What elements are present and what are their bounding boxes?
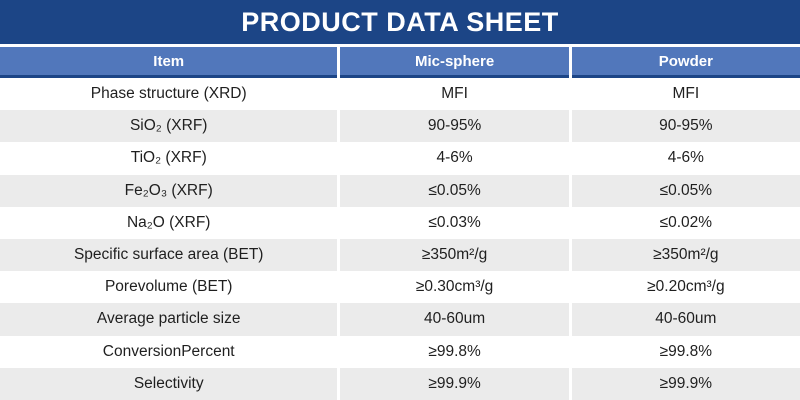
column-header-mic-sphere: Mic-sphere [340, 47, 569, 78]
row-item-label: Specific surface area (BET) [0, 238, 338, 272]
table-row: SiO₂ (XRF) 90-95% 90-95% [0, 110, 800, 143]
row-item-label: TiO₂ (XRF) [0, 142, 338, 175]
table-row: Specific surface area (BET) ≥350m²/g ≥350m… [0, 238, 800, 272]
table-row: Na₂O (XRF) ≤0.03% ≤0.02% [0, 206, 800, 239]
table-row: TiO₂ (XRF) 4-6% 4-6% [0, 142, 800, 175]
powder-value: ≤0.05% [571, 174, 800, 207]
column-header-item: Item [0, 47, 338, 78]
table-row: ConversionPercent ≥99.8% ≥99.8% [0, 335, 800, 368]
row-item-label: Selectivity [0, 367, 338, 400]
table-body: Phase structure (XRD) MFI MFI SiO₂ (XRF) 90-… [0, 78, 800, 400]
powder-value: 40-60um [571, 303, 800, 336]
row-item-label: Na₂O (XRF) [0, 206, 338, 239]
table-row: Phase structure (XRD) MFI MFI [0, 78, 800, 111]
powder-value: 4-6% [571, 142, 800, 175]
row-item-label: Fe₂O₃ (XRF) [0, 174, 338, 207]
powder-value: ≥99.8% [571, 335, 800, 368]
column-header-powder: Powder [571, 47, 800, 78]
table-header-row: Item Mic-sphere Powder [0, 47, 800, 78]
powder-value: ≥0.20cm³/g [571, 271, 800, 304]
mic-sphere-value: ≥0.30cm³/g [340, 271, 569, 304]
row-item-label: Average particle size [0, 303, 338, 336]
powder-value: ≥350m²/g [571, 238, 800, 272]
table-row: Selectivity ≥99.9% ≥99.9% [0, 367, 800, 400]
mic-sphere-value: ≥99.9% [340, 367, 569, 400]
mic-sphere-value: 40-60um [340, 303, 569, 336]
title-bar: PRODUCT DATA SHEET [0, 0, 800, 44]
table-row: Porevolume (BET) ≥0.30cm³/g ≥0.20cm³/g [0, 271, 800, 304]
mic-sphere-value: MFI [340, 78, 569, 111]
row-item-label: Porevolume (BET) [0, 271, 338, 304]
powder-value: ≥99.9% [571, 367, 800, 400]
mic-sphere-value: ≥99.8% [340, 335, 569, 368]
powder-value: 90-95% [571, 110, 800, 143]
row-item-label: ConversionPercent [0, 335, 338, 368]
data-table: Item Mic-sphere Powder Phase structure (… [0, 47, 800, 400]
powder-value: MFI [571, 78, 800, 111]
mic-sphere-value: 90-95% [340, 110, 569, 143]
powder-value: ≤0.02% [571, 206, 800, 239]
mic-sphere-value: ≤0.03% [340, 206, 569, 239]
table-row: Fe₂O₃ (XRF) ≤0.05% ≤0.05% [0, 174, 800, 207]
table-row: Average particle size 40-60um 40-60um [0, 303, 800, 336]
mic-sphere-value: ≤0.05% [340, 174, 569, 207]
mic-sphere-value: ≥350m²/g [340, 238, 569, 272]
row-item-label: SiO₂ (XRF) [0, 110, 338, 143]
row-item-label: Phase structure (XRD) [0, 78, 338, 111]
mic-sphere-value: 4-6% [340, 142, 569, 175]
page-title: PRODUCT DATA SHEET [241, 6, 559, 37]
